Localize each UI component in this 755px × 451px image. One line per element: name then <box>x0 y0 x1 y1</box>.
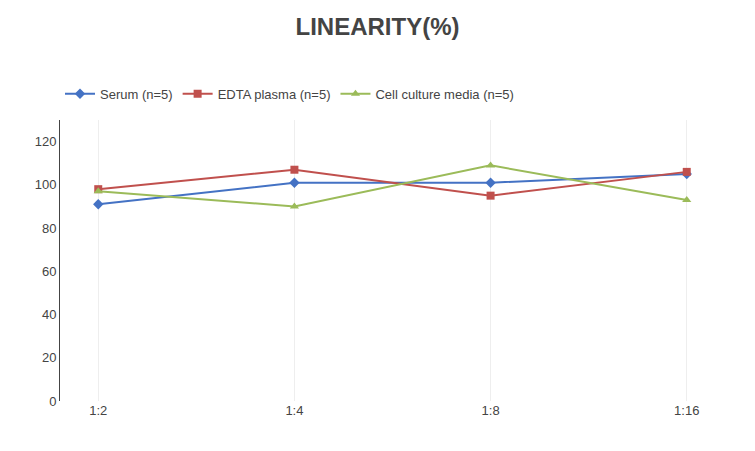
svg-text:20: 20 <box>42 350 56 365</box>
svg-text:1:4: 1:4 <box>285 403 303 418</box>
svg-text:1:8: 1:8 <box>482 403 500 418</box>
svg-text:Serum (n=5): Serum (n=5) <box>100 87 173 102</box>
svg-text:80: 80 <box>42 221 56 236</box>
svg-text:Cell culture media (n=5): Cell culture media (n=5) <box>375 87 513 102</box>
svg-text:120: 120 <box>35 134 57 149</box>
svg-text:100: 100 <box>35 177 57 192</box>
svg-text:1:16: 1:16 <box>674 403 699 418</box>
svg-text:60: 60 <box>42 264 56 279</box>
svg-text:0: 0 <box>49 394 56 409</box>
svg-text:EDTA plasma (n=5): EDTA plasma (n=5) <box>218 87 331 102</box>
svg-text:1:2: 1:2 <box>89 403 107 418</box>
svg-text:40: 40 <box>42 307 56 322</box>
svg-text:LINEARITY(%): LINEARITY(%) <box>296 13 460 40</box>
